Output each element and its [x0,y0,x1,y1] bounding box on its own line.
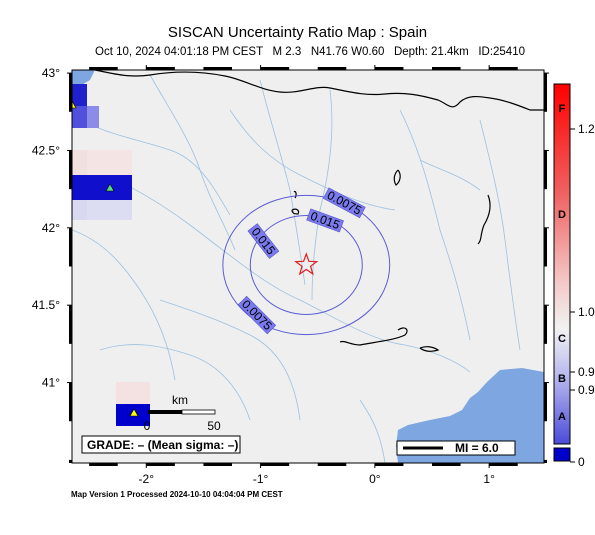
lon-tick-label: 1° [483,472,495,486]
lat-tick-label: 41.5° [32,298,60,312]
colorbar-grade-letter: D [558,209,566,221]
mmi-legend: MI = 6.0 [396,440,516,456]
axis-labels: -2° -1° 0° 1° 43° 42.5° 42° 41.5° 41° [32,66,495,486]
station-triangle-icon [105,183,115,192]
lon-tick-label: -1° [253,472,269,486]
map-title: SISCAN Uncertainty Ratio Map : Spain [167,24,428,41]
colorbar-value-label: 0.9 [578,383,595,397]
station-cells [72,84,150,426]
lat-tick-label: 42° [42,221,60,235]
station-triangle-icon [72,100,77,109]
colorbar-value-label: 0.9 [578,365,595,379]
mediterranean-sea [396,368,544,463]
mmi-legend-text: MI = 6.0 [455,441,499,455]
lon-tick-label: -2° [139,472,155,486]
colorbar-grade-letter: A [558,411,566,423]
contour-line [222,194,391,336]
contour-line [249,214,363,315]
grade-text: GRADE: – (Mean sigma: –) [87,438,238,452]
frame-ticks [67,65,549,468]
station-markers [72,100,139,417]
station-triangle-icon [129,408,139,417]
colorbar-value-label: 0 [578,455,585,469]
bay-of-biscay [72,70,95,88]
land-area [72,70,544,463]
rivers [72,74,521,463]
colorbar-value-label: 1.2 [578,122,595,136]
scale-bar: km 0 50 [144,393,221,433]
scale-end-label: 50 [207,419,221,433]
lat-tick-label: 43° [42,66,60,80]
map-footer: Map Version 1 Processed 2024-10-10 04:04… [71,490,283,499]
epicenter-star-icon [294,252,319,276]
lon-tick-label: 0° [369,472,381,486]
lat-tick-label: 41° [42,376,60,390]
colorbar-grade-letter: B [558,373,566,385]
scale-unit-label: km [172,393,188,407]
colorbar-grade-letter: F [559,103,566,115]
colorbar-value-label: 1.0 [578,305,595,319]
borders [94,70,544,352]
colorbar: F D C B A 1.2 1.0 0.9 0.9 0 [553,83,595,469]
scale-start-label: 0 [144,419,151,433]
lat-tick-label: 42.5° [32,143,60,157]
grade-box: GRADE: – (Mean sigma: –) [81,435,241,454]
colorbar-grade-letter: C [558,333,566,345]
map-subtitle: Oct 10, 2024 04:01:18 PM CEST M 2.3 N41.… [95,46,525,58]
